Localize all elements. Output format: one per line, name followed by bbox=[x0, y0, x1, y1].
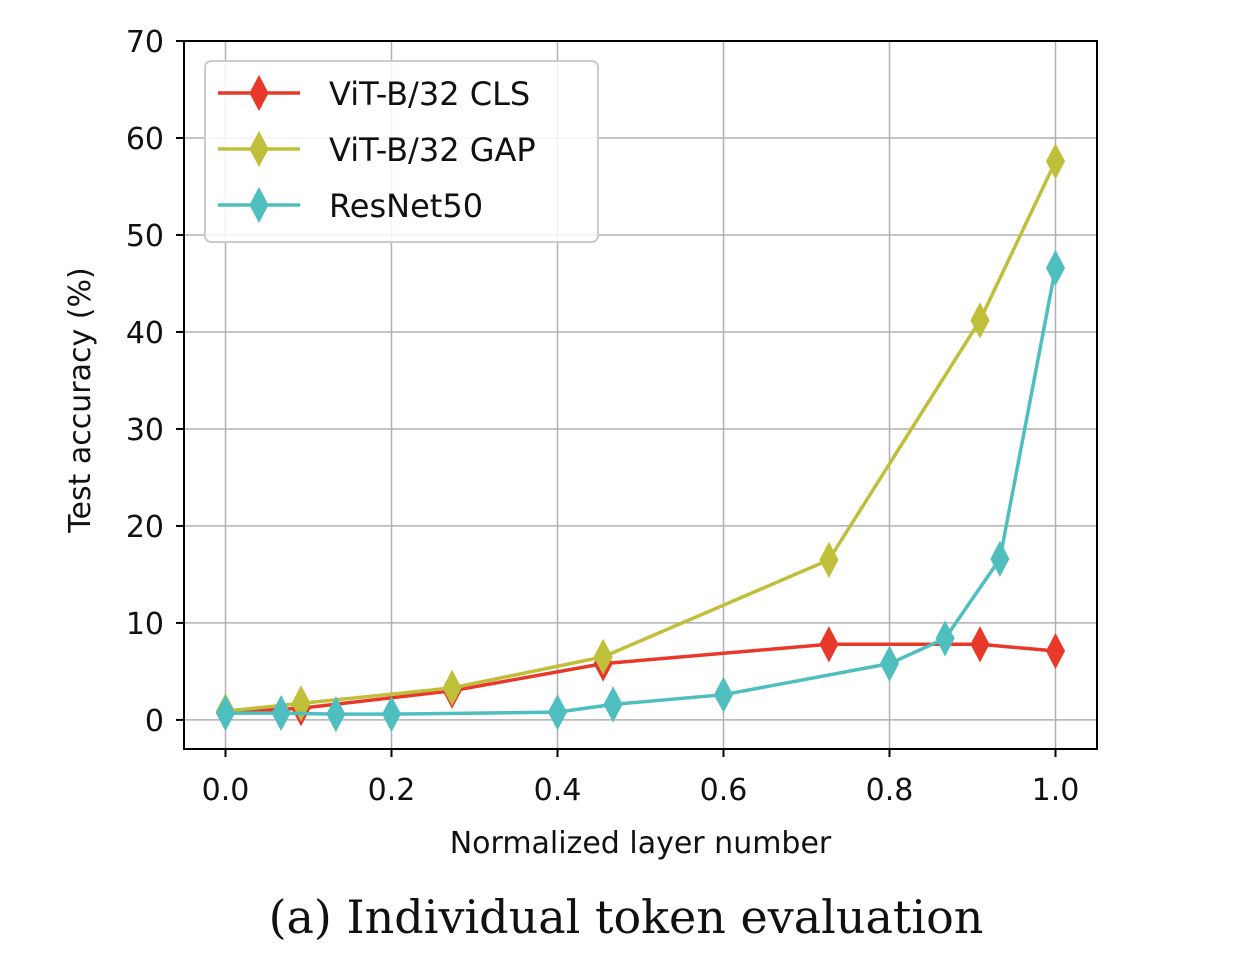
x-tick-label: 0.2 bbox=[368, 773, 416, 808]
data-point bbox=[215, 695, 236, 732]
y-tick-label: 70 bbox=[126, 25, 164, 60]
plot-frame bbox=[183, 40, 1098, 750]
data-point bbox=[819, 541, 839, 578]
y-tick-label: 10 bbox=[126, 607, 164, 642]
data-point bbox=[1045, 632, 1066, 670]
legend-entry: ResNet50 bbox=[218, 186, 483, 225]
x-tick-label: 0.4 bbox=[534, 773, 582, 808]
data-point bbox=[271, 695, 291, 732]
x-tick-label: 0.6 bbox=[700, 773, 748, 808]
data-point bbox=[935, 620, 955, 657]
legend-label: ViT-B/32 CLS bbox=[329, 75, 530, 113]
legend-entry: ViT-B/32 GAP bbox=[218, 130, 536, 169]
data-point bbox=[381, 696, 402, 733]
legend: ViT-B/32 CLS ViT-B/32 GAP ResNet50 bbox=[204, 60, 599, 243]
axis-ticks: 0.0 0.2 0.4 0.6 0.8 1.0 0 10 20 30 40 50 60 70 bbox=[126, 25, 1080, 808]
y-axis-title: Test accuracy (%) bbox=[63, 267, 98, 533]
y-tick-label: 20 bbox=[126, 510, 164, 545]
legend-swatch-marker bbox=[249, 74, 269, 112]
series-line bbox=[225, 160, 1058, 713]
series-3 bbox=[215, 249, 1066, 733]
x-tick-label: 1.0 bbox=[1032, 773, 1080, 808]
legend-box bbox=[204, 60, 599, 243]
data-point bbox=[442, 669, 462, 706]
data-point bbox=[819, 626, 839, 663]
data-point bbox=[547, 694, 568, 731]
legend-label: ViT-B/32 GAP bbox=[329, 131, 536, 169]
legend-swatch-marker bbox=[249, 186, 269, 224]
data-point bbox=[1045, 249, 1066, 287]
data-point bbox=[970, 302, 990, 339]
data-point bbox=[879, 645, 900, 682]
x-tick-label: 0.0 bbox=[202, 773, 250, 808]
y-tick-label: 40 bbox=[126, 316, 164, 351]
x-axis-title: Normalized layer number bbox=[450, 826, 832, 861]
y-tick-label: 0 bbox=[145, 704, 164, 739]
data-point bbox=[1045, 143, 1066, 180]
data-point bbox=[593, 638, 613, 675]
legend-label: ResNet50 bbox=[329, 187, 483, 225]
y-tick-label: 50 bbox=[126, 219, 164, 254]
data-point bbox=[603, 686, 623, 723]
y-tick-label: 60 bbox=[126, 122, 164, 157]
y-tick-label: 30 bbox=[126, 413, 164, 448]
series-group bbox=[215, 143, 1066, 733]
x-tick-label: 0.8 bbox=[866, 773, 914, 808]
legend-entry: ViT-B/32 CLS bbox=[218, 74, 530, 113]
data-point bbox=[326, 696, 346, 733]
figure-caption: (a) Individual token evaluation bbox=[269, 890, 984, 944]
series-line bbox=[225, 267, 1058, 716]
data-point bbox=[990, 540, 1010, 577]
data-point bbox=[713, 676, 734, 713]
legend-swatch-marker bbox=[249, 130, 269, 168]
data-point bbox=[970, 626, 990, 663]
